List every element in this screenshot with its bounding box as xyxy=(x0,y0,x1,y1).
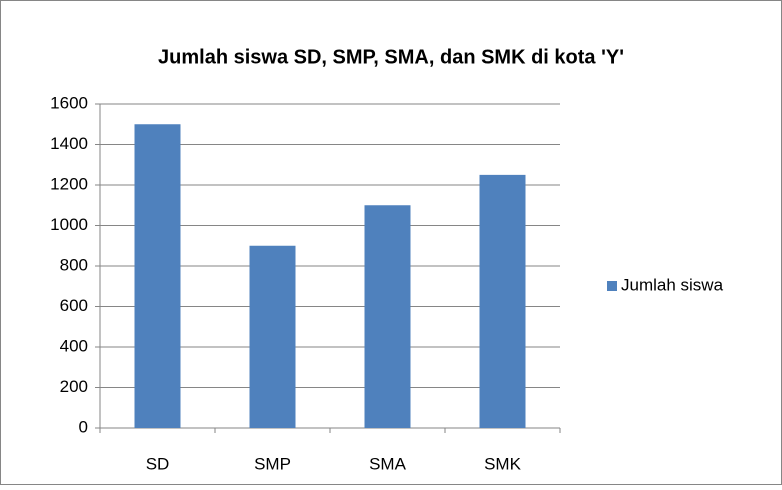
x-tick-label: SMK xyxy=(484,454,522,473)
legend-label: Jumlah siswa xyxy=(621,275,724,294)
x-tick-label: SD xyxy=(146,454,170,473)
y-tick-label: 1600 xyxy=(50,93,88,112)
y-tick-label: 400 xyxy=(60,336,88,355)
bar xyxy=(249,245,296,428)
bar xyxy=(364,205,411,428)
bar xyxy=(134,124,181,428)
y-tick-label: 0 xyxy=(79,417,88,436)
x-tick-label: SMP xyxy=(254,454,291,473)
y-tick-label: 1200 xyxy=(50,174,88,193)
x-tick-label: SMA xyxy=(369,454,407,473)
y-tick-label: 200 xyxy=(60,377,88,396)
y-tick-label: 1000 xyxy=(50,215,88,234)
y-tick-label: 800 xyxy=(60,255,88,274)
bar xyxy=(479,174,526,428)
legend-swatch xyxy=(607,281,617,291)
chart-title: Jumlah siswa SD, SMP, SMA, dan SMK di ko… xyxy=(158,46,624,68)
y-tick-label: 1400 xyxy=(50,134,88,153)
y-tick-label: 600 xyxy=(60,296,88,315)
